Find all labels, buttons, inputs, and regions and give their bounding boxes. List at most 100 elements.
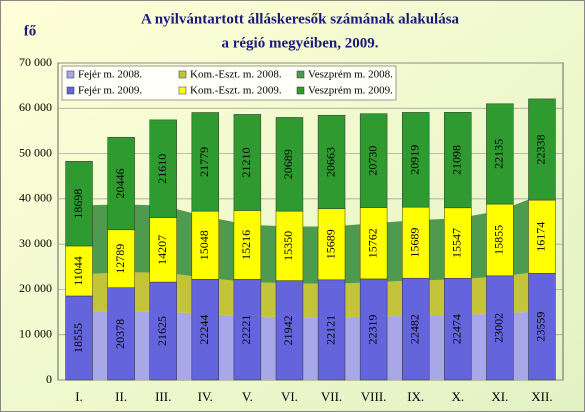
bar [233, 210, 262, 280]
bar [528, 199, 556, 274]
data-label: 23559 [534, 312, 548, 342]
bar [149, 281, 177, 381]
x-tick-label: X. [451, 389, 464, 404]
bar [444, 277, 472, 381]
data-label: 22474 [450, 314, 464, 344]
data-label: 22135 [492, 139, 506, 169]
bar [486, 275, 514, 381]
data-label: 21942 [281, 315, 295, 345]
chart-subtitle: a régió megyéiben, 2009. [221, 35, 378, 51]
data-label: 15547 [450, 228, 464, 258]
bar [149, 119, 177, 218]
bar [275, 210, 304, 281]
bar [359, 278, 388, 381]
data-label: 11044 [71, 256, 85, 286]
legend-swatch [296, 70, 305, 79]
data-label: 22244 [197, 315, 211, 345]
bar [359, 113, 388, 208]
bar [233, 114, 262, 211]
x-tick-label: II. [115, 389, 127, 404]
data-label: 22221 [239, 315, 253, 345]
legend-label: Kom.-Eszt. m. 2008. [190, 69, 282, 81]
bar [444, 112, 472, 209]
data-label: 20378 [113, 319, 127, 349]
legend-swatch [296, 86, 305, 95]
legend-swatch [66, 86, 75, 95]
y-tick-label: 60 000 [19, 100, 52, 114]
data-label: 23002 [492, 313, 506, 343]
y-tick-label: 20 000 [19, 281, 52, 295]
y-tick-label: 70 000 [19, 55, 52, 69]
data-label: 15350 [281, 231, 295, 261]
x-tick-label: V. [242, 389, 253, 404]
bar [149, 217, 177, 283]
y-tick-label: 40 000 [19, 191, 52, 205]
data-label: 22482 [407, 314, 421, 344]
bar [107, 287, 135, 381]
bar [401, 206, 430, 279]
y-tick-label: 50 000 [19, 145, 52, 159]
data-label: 15216 [239, 230, 253, 260]
data-label: 15689 [323, 229, 337, 259]
data-label: 16174 [534, 222, 548, 252]
bar [107, 136, 135, 231]
data-label: 15762 [365, 228, 379, 258]
bar [65, 295, 93, 381]
legend-swatch [66, 70, 75, 79]
x-tick-label: VI. [281, 389, 298, 404]
data-label: 21210 [239, 147, 253, 177]
data-label: 21779 [197, 147, 211, 177]
data-label: 18555 [71, 323, 85, 353]
legend-label: Veszprém m. 2009. [308, 85, 393, 97]
data-label: 20446 [113, 169, 127, 199]
data-label: 21610 [155, 154, 169, 184]
x-tick-label: III. [155, 389, 171, 404]
data-label: 18698 [71, 189, 85, 219]
bar [191, 210, 220, 280]
x-tick-label: IV. [198, 389, 213, 404]
bar [191, 112, 220, 212]
legend-box [61, 65, 397, 101]
bar [486, 203, 514, 277]
data-label: 22338 [534, 134, 548, 164]
y-axis-label: fő [24, 23, 37, 39]
x-tick-label: XII. [531, 389, 552, 404]
bar [486, 103, 514, 205]
data-label: 20689 [281, 149, 295, 179]
bar [317, 114, 346, 210]
bar [444, 207, 472, 279]
bar [401, 112, 430, 208]
y-tick-label: 0 [46, 372, 52, 386]
bar [401, 277, 430, 381]
data-label: 15855 [492, 225, 506, 255]
data-label: 12789 [113, 244, 127, 274]
data-label: 22121 [323, 315, 337, 345]
bar [317, 279, 346, 381]
legend-label: Fejér m. 2008. [78, 69, 142, 81]
legend-swatch [178, 86, 187, 95]
bar [359, 207, 388, 280]
data-label: 15689 [407, 228, 421, 258]
bar [528, 98, 556, 201]
data-label: 22319 [365, 314, 379, 344]
x-tick-label: XI. [491, 389, 508, 404]
legend-swatch [178, 70, 187, 79]
bar [275, 117, 304, 212]
legend-label: Veszprém m. 2008. [308, 69, 393, 81]
x-tick-label: I. [75, 389, 83, 404]
data-label: 21098 [450, 145, 464, 175]
legend-label: Kom.-Eszt. m. 2009. [190, 85, 282, 97]
area [79, 310, 542, 380]
data-label: 20919 [407, 145, 421, 175]
data-label: 15048 [197, 230, 211, 260]
x-tick-label: VIII. [361, 389, 387, 404]
x-tick-label: VII. [321, 389, 342, 404]
data-label: 14207 [155, 235, 169, 265]
bar [317, 208, 346, 281]
y-tick-label: 10 000 [19, 326, 52, 340]
chart-title: A nyilvántartott álláskeresők számának a… [141, 11, 460, 27]
y-tick-label: 30 000 [19, 236, 52, 250]
data-label: 20730 [365, 146, 379, 176]
data-label: 20663 [323, 147, 337, 177]
